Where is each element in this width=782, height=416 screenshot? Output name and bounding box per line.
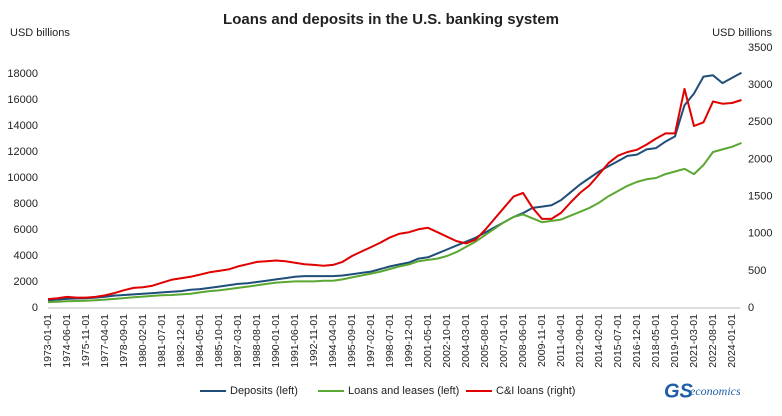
y-axis-title: USD billions — [10, 27, 70, 39]
y2-tick-label: 1000 — [748, 228, 772, 240]
x-tick-label: 1977-04-01 — [99, 314, 111, 368]
y2-tick-label: 1500 — [748, 190, 772, 202]
logo-text: economics — [690, 384, 741, 398]
x-tick-label: 2005-08-01 — [479, 314, 491, 368]
x-tick-label: 1985-10-01 — [213, 314, 225, 368]
y-tick-label: 18000 — [7, 68, 38, 80]
x-tick-label: 1981-07-01 — [156, 314, 168, 368]
x-tick-label: 1980-02-01 — [137, 314, 149, 368]
series-line — [47, 141, 742, 304]
y2-tick-label: 2500 — [748, 116, 772, 128]
x-tick-label: 1974-06-01 — [61, 314, 73, 368]
x-tick-label: 1991-06-01 — [289, 314, 301, 368]
y2-tick-label: 3500 — [748, 42, 772, 54]
y2-tick-label: 500 — [748, 265, 766, 277]
y-tick-label: 12000 — [7, 146, 38, 158]
logo: GS economics — [664, 380, 741, 402]
x-tick-label: 1978-09-01 — [118, 314, 130, 368]
x-tick-label: 1997-02-01 — [365, 314, 377, 368]
y2-tick-label: 3000 — [748, 79, 772, 91]
y2-axis-title: USD billions — [712, 27, 772, 39]
x-tick-label: 1994-04-01 — [327, 314, 339, 368]
series-line — [47, 87, 742, 301]
y-tick-label: 16000 — [7, 94, 38, 106]
y-tick-label: 2000 — [14, 276, 38, 288]
chart-title: Loans and deposits in the U.S. banking s… — [223, 11, 559, 28]
x-tick-label: 1992-11-01 — [308, 314, 320, 367]
y2-tick-label: 2000 — [748, 153, 772, 165]
x-tick-label: 2001-05-01 — [422, 314, 434, 368]
y-tick-label: 10000 — [7, 172, 38, 184]
x-tick-label: 1995-09-01 — [346, 314, 358, 368]
x-tick-label: 1990-01-01 — [270, 314, 282, 368]
x-tick-label: 1973-01-01 — [42, 314, 54, 368]
x-tick-label: 2016-12-01 — [631, 314, 643, 368]
y2-tick-label: 0 — [748, 302, 754, 314]
x-tick-label: 2011-04-01 — [555, 314, 567, 367]
x-tick-label: 2008-06-01 — [517, 314, 529, 368]
y-tick-label: 6000 — [14, 224, 38, 236]
logo-mark: GS — [664, 380, 694, 402]
x-tick-label: 2002-10-01 — [441, 314, 453, 368]
x-tick-label: 2009-11-01 — [536, 314, 548, 367]
x-tick-label: 2021-03-01 — [688, 314, 700, 368]
x-tick-label: 1982-12-01 — [175, 314, 187, 368]
x-tick-label: 2012-09-01 — [574, 314, 586, 368]
x-tick-label: 2014-02-01 — [593, 314, 605, 368]
x-tick-label: 1984-05-01 — [194, 314, 206, 368]
series-line — [47, 71, 742, 302]
x-tick-label: 1999-12-01 — [403, 314, 415, 368]
x-tick-label: 1988-08-01 — [251, 314, 263, 368]
x-tick-label: 2007-01-01 — [498, 314, 510, 368]
y-tick-label: 0 — [32, 302, 38, 314]
x-tick-label: 1987-03-01 — [232, 314, 244, 368]
legend-label: C&I loans (right) — [496, 385, 575, 397]
x-tick-label: 2004-03-01 — [460, 314, 472, 368]
legend-label: Loans and leases (left) — [348, 385, 459, 397]
x-tick-label: 2024-01-01 — [726, 314, 738, 368]
x-tick-label: 1998-07-01 — [384, 314, 396, 368]
legend-label: Deposits (left) — [230, 385, 298, 397]
y-tick-label: 4000 — [14, 250, 38, 262]
x-tick-label: 1975-11-01 — [80, 314, 92, 367]
y-tick-label: 14000 — [7, 120, 38, 132]
x-tick-label: 2022-08-01 — [707, 314, 719, 368]
x-tick-label: 2018-05-01 — [650, 314, 662, 368]
x-tick-label: 2019-10-01 — [669, 314, 681, 368]
y-tick-label: 8000 — [14, 198, 38, 210]
x-tick-label: 2015-07-01 — [612, 314, 624, 368]
